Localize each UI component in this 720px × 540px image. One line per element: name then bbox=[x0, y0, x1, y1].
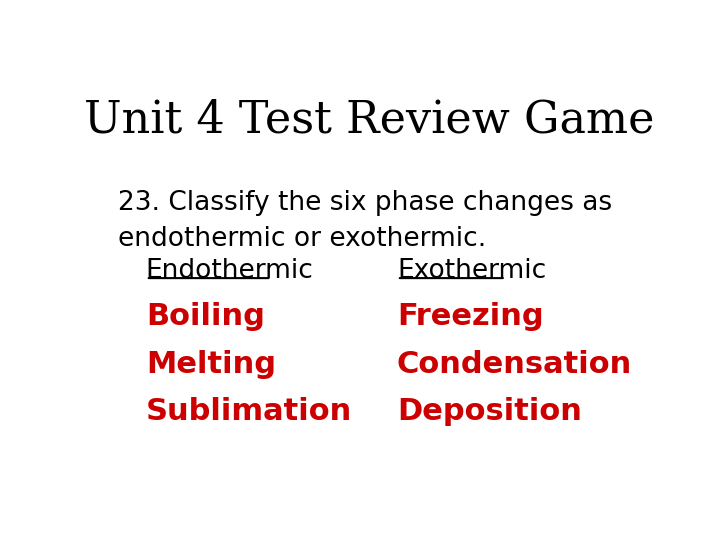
Text: Deposition: Deposition bbox=[397, 397, 582, 427]
Text: 23. Classify the six phase changes as
endothermic or exothermic.: 23. Classify the six phase changes as en… bbox=[118, 190, 612, 252]
Text: Freezing: Freezing bbox=[397, 302, 544, 331]
Text: Sublimation: Sublimation bbox=[145, 397, 352, 427]
Text: Endothermic: Endothermic bbox=[145, 258, 314, 284]
Text: Condensation: Condensation bbox=[397, 349, 632, 379]
Text: Unit 4 Test Review Game: Unit 4 Test Review Game bbox=[84, 98, 654, 141]
Text: Melting: Melting bbox=[145, 349, 276, 379]
Text: Exothermic: Exothermic bbox=[397, 258, 546, 284]
Text: Boiling: Boiling bbox=[145, 302, 265, 331]
